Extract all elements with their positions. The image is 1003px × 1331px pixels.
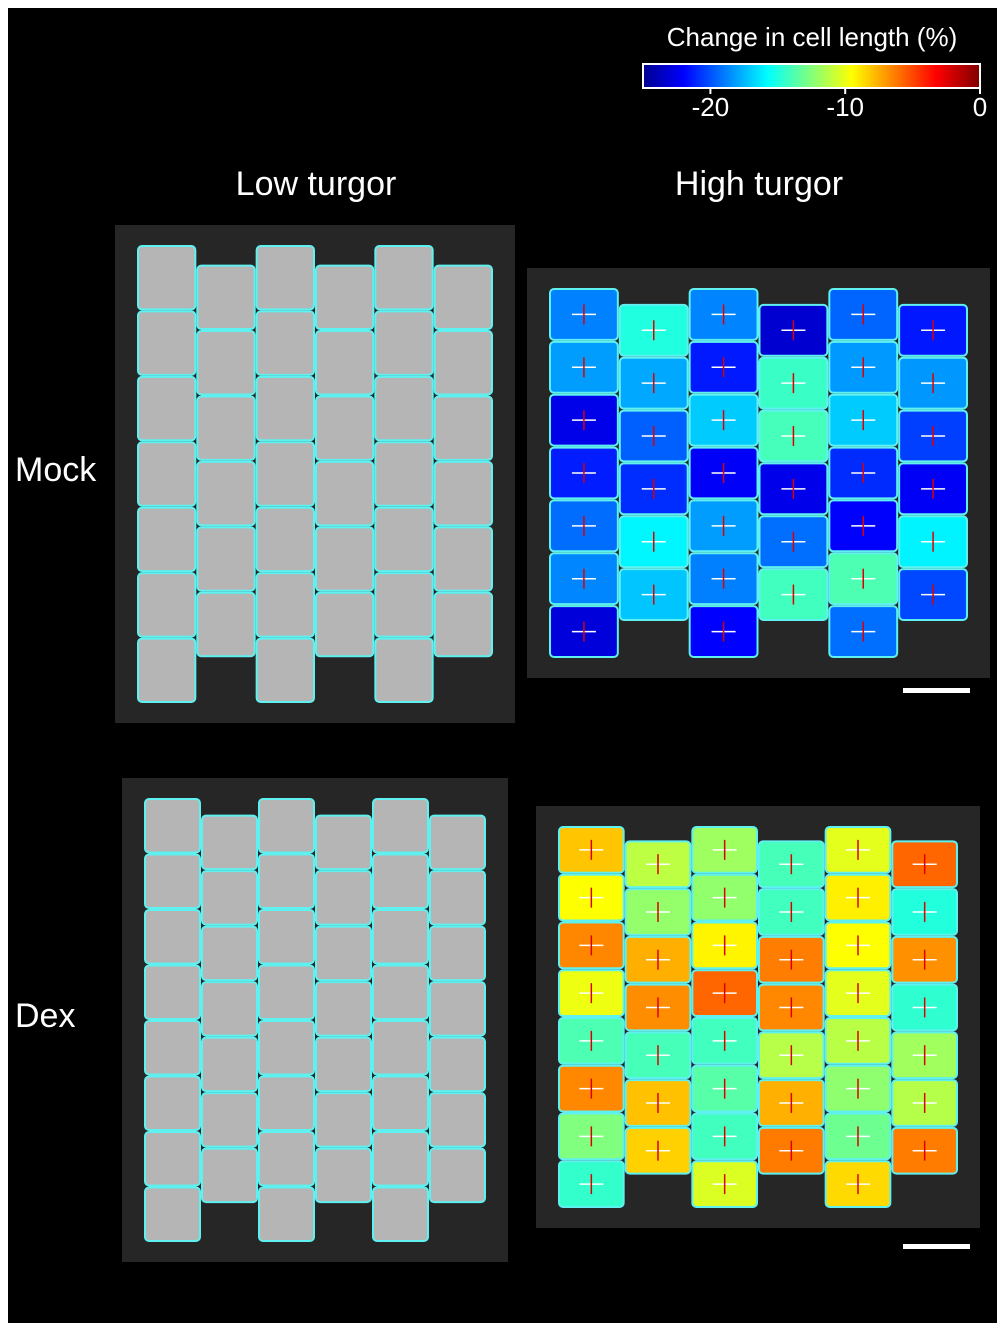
cell <box>374 310 434 376</box>
cell <box>144 798 201 854</box>
cell <box>315 330 375 396</box>
cell <box>433 330 493 396</box>
cell <box>315 981 372 1037</box>
cell <box>201 1092 258 1148</box>
cell <box>255 572 315 638</box>
cell <box>429 925 486 982</box>
column-label: High turgor <box>675 165 843 203</box>
cell <box>258 798 315 854</box>
cell <box>374 245 434 311</box>
cell <box>372 1186 429 1242</box>
cell <box>315 870 372 926</box>
cell <box>433 264 493 331</box>
cell <box>255 441 315 507</box>
cell <box>429 814 486 871</box>
cell <box>429 981 486 1037</box>
cell <box>137 506 197 573</box>
cell <box>374 572 434 638</box>
cell <box>201 981 258 1037</box>
row-label: Dex <box>15 997 75 1035</box>
cell <box>372 964 429 1020</box>
cell <box>374 506 434 573</box>
cell <box>429 1147 486 1204</box>
cell <box>144 1186 201 1242</box>
cell <box>196 395 256 461</box>
cell <box>255 506 315 573</box>
cell <box>433 591 493 658</box>
cell <box>196 264 256 331</box>
panels <box>115 225 990 1262</box>
colorbar-title: Change in cell length (%) <box>667 22 958 52</box>
cell <box>255 637 315 703</box>
cell <box>196 330 256 396</box>
cell <box>258 1131 315 1187</box>
cell <box>196 591 256 658</box>
cell <box>255 375 315 442</box>
cell <box>315 925 372 982</box>
cell <box>258 1075 315 1131</box>
colorbar-tick-label: -20 <box>692 92 730 122</box>
cell <box>255 310 315 376</box>
column-label: Low turgor <box>236 165 397 203</box>
cell <box>372 909 429 965</box>
cell <box>258 909 315 965</box>
cell <box>201 1036 258 1093</box>
cell <box>196 460 256 527</box>
cell <box>137 441 197 507</box>
cell <box>255 245 315 311</box>
cell <box>429 1036 486 1093</box>
cell <box>258 1020 315 1076</box>
cell <box>429 870 486 926</box>
cell <box>258 1186 315 1242</box>
cell <box>137 572 197 638</box>
cell <box>372 1020 429 1076</box>
scale-bar <box>903 688 970 693</box>
cell <box>258 964 315 1020</box>
cell <box>137 375 197 442</box>
cell <box>144 909 201 965</box>
scale-bar <box>903 1244 970 1249</box>
row-label: Mock <box>15 451 97 489</box>
cell <box>144 1131 201 1187</box>
cell <box>201 870 258 926</box>
cell <box>433 395 493 461</box>
cell <box>315 264 375 331</box>
cell <box>372 853 429 909</box>
cell <box>196 526 256 592</box>
cell <box>137 637 197 703</box>
cell <box>144 1075 201 1131</box>
cell <box>315 814 372 871</box>
colorbar-tick-label: -10 <box>826 92 864 122</box>
cell <box>315 395 375 461</box>
cell <box>144 853 201 909</box>
cell <box>315 526 375 592</box>
cell <box>374 637 434 703</box>
colorbar <box>642 63 981 89</box>
colorbar-tick-label: 0 <box>973 92 987 122</box>
cell <box>144 964 201 1020</box>
cell <box>374 375 434 442</box>
cell <box>201 1147 258 1204</box>
cell <box>258 853 315 909</box>
cell <box>372 1131 429 1187</box>
cell <box>374 441 434 507</box>
cell <box>315 460 375 527</box>
cell <box>429 1092 486 1148</box>
cell <box>433 460 493 527</box>
cell <box>372 798 429 854</box>
cell <box>137 310 197 376</box>
cell <box>137 245 197 311</box>
cell <box>433 526 493 592</box>
cell <box>315 591 375 658</box>
cell <box>315 1092 372 1148</box>
cell <box>315 1147 372 1204</box>
cell <box>201 925 258 982</box>
cell <box>144 1020 201 1076</box>
cell <box>315 1036 372 1093</box>
cell <box>201 814 258 871</box>
cell <box>372 1075 429 1131</box>
